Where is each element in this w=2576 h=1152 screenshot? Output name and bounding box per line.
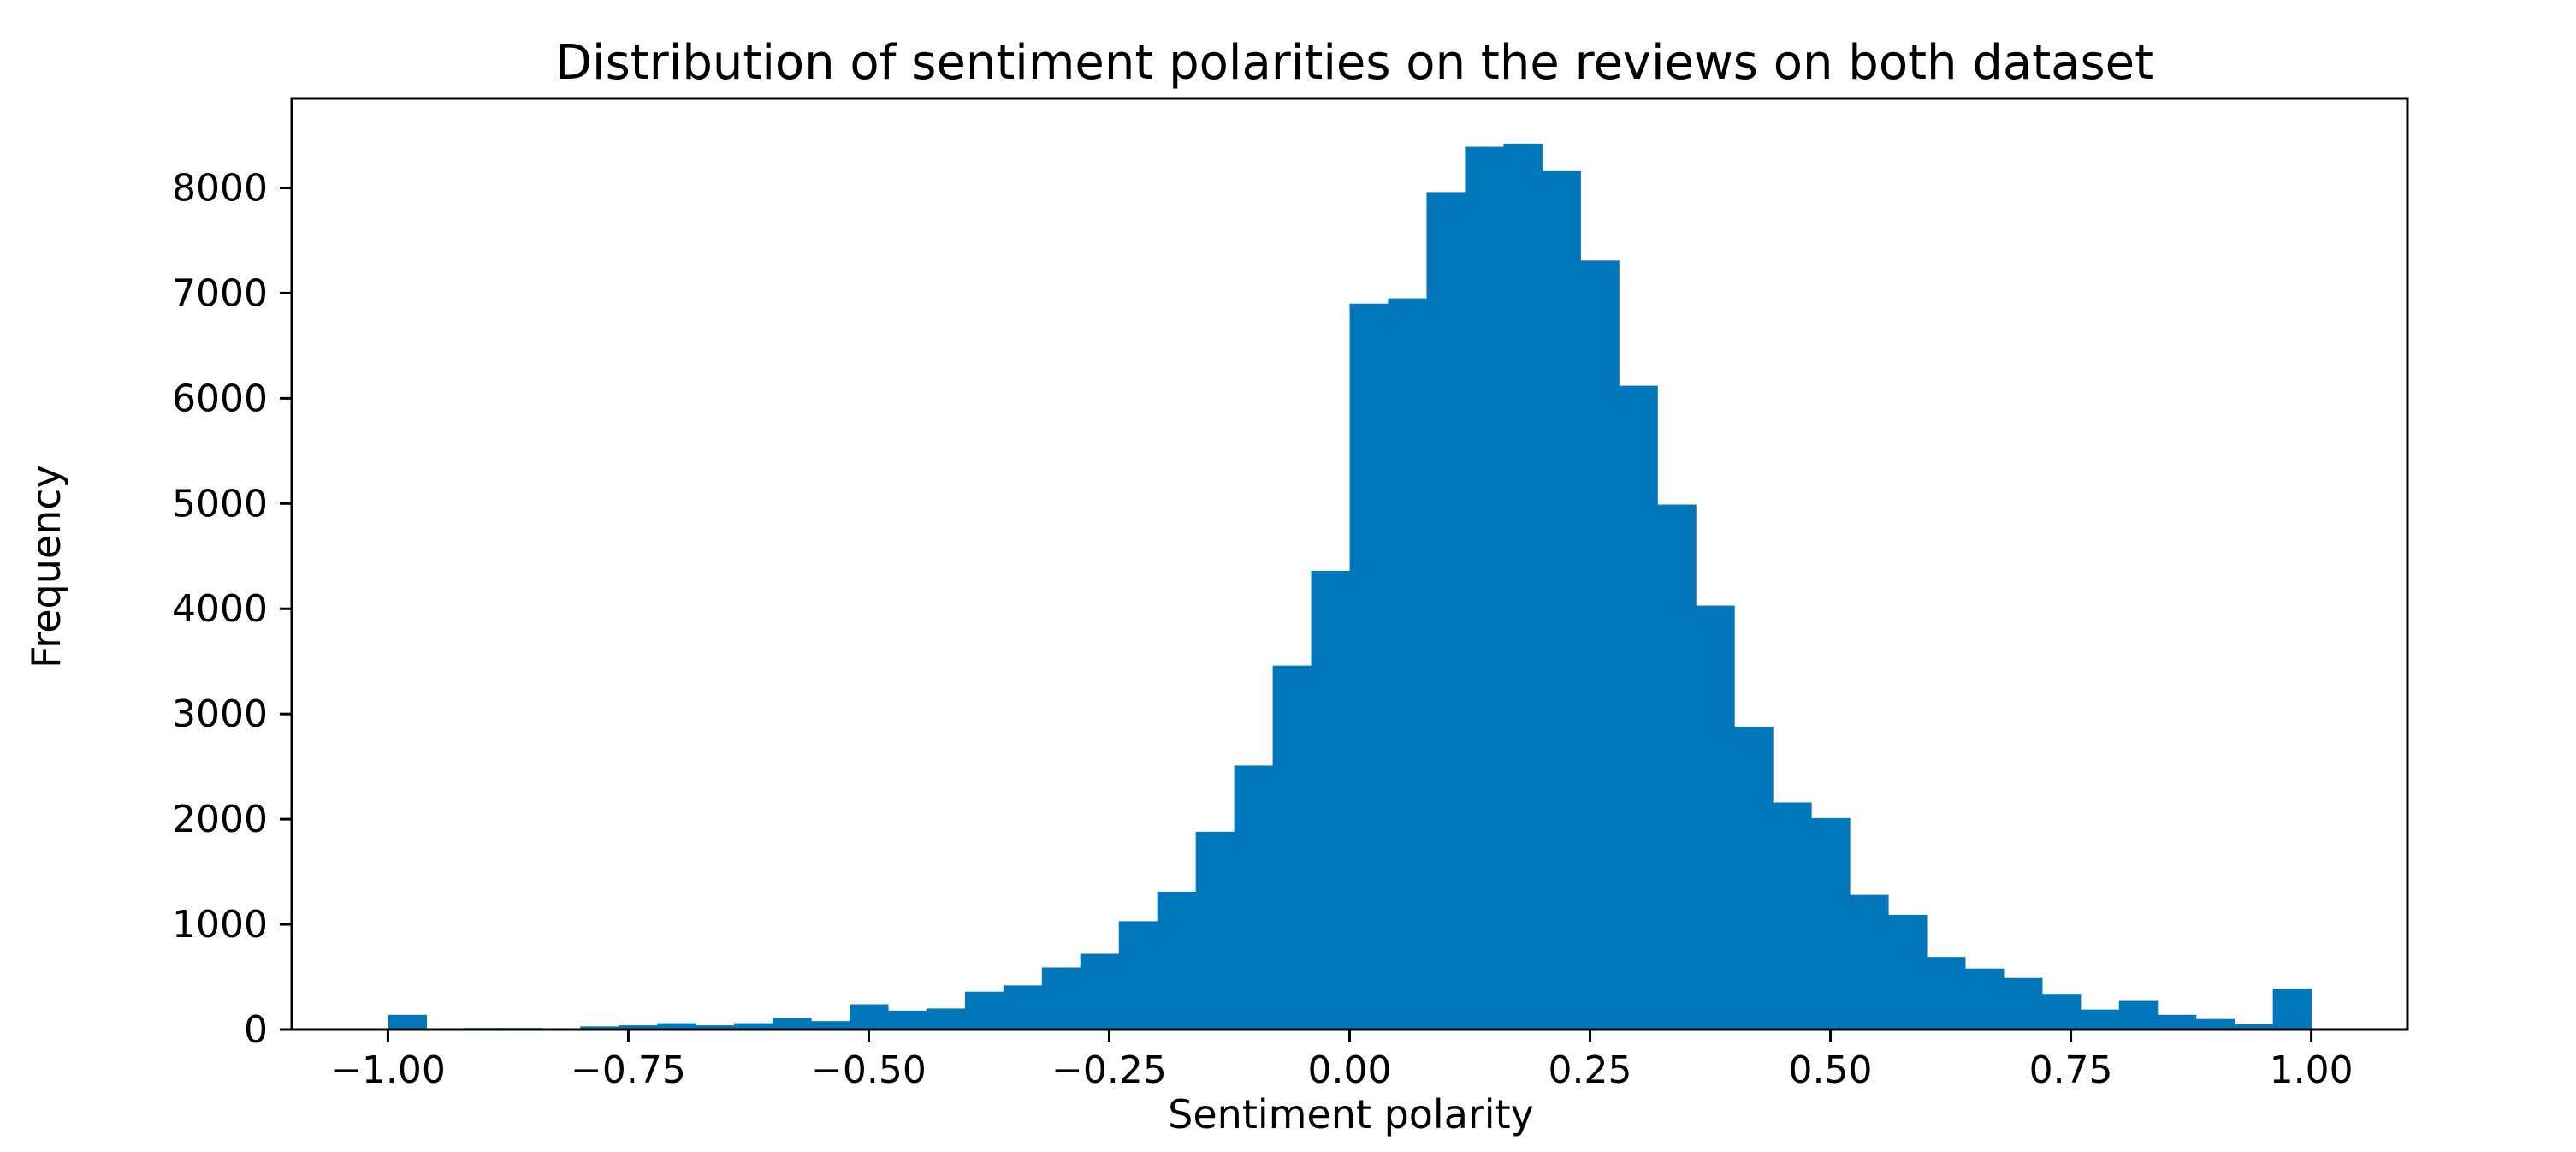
histogram-bar (1542, 170, 1581, 1030)
histogram-bar (849, 1004, 889, 1030)
x-tick-label: −1.00 (330, 1048, 446, 1092)
histogram-bar (1503, 143, 1543, 1030)
histogram-bar (2157, 1014, 2197, 1030)
histogram-bar (1964, 968, 2005, 1030)
histogram-bar (734, 1023, 773, 1030)
chart-title: Distribution of sentiment polarities on … (555, 35, 2153, 91)
histogram-bar (1580, 260, 1620, 1030)
histogram-bar (1272, 665, 1312, 1030)
y-tick-label: 1000 (172, 903, 268, 947)
histogram-bar (1850, 894, 1889, 1030)
histogram-bar (388, 1014, 427, 1030)
y-tick-label: 0 (244, 1008, 268, 1052)
x-tick-label: −0.75 (571, 1048, 686, 1092)
y-ticks: 0 1000 2000 3000 4000 5000 6000 7000 8000 (172, 166, 292, 1052)
histogram-bar (1426, 192, 1466, 1030)
histogram-bar (657, 1023, 696, 1030)
bars (388, 143, 2312, 1030)
histogram-bar (2195, 1018, 2235, 1030)
histogram-bar (2041, 994, 2082, 1030)
histogram-bar (1887, 915, 1928, 1030)
y-tick-label: 8000 (172, 166, 268, 210)
histogram-bar (1118, 921, 1158, 1030)
y-tick-label: 4000 (172, 587, 268, 631)
histogram-bar (773, 1018, 812, 1030)
histogram-bar (1349, 303, 1389, 1030)
histogram-bar (2118, 1000, 2159, 1030)
histogram-bar (1657, 504, 1697, 1030)
histogram-bar (1003, 985, 1043, 1030)
histogram-bar (887, 1010, 927, 1030)
y-tick-label: 3000 (172, 692, 268, 736)
histogram-bar (696, 1025, 735, 1030)
histogram-bar (1811, 817, 1851, 1030)
histogram-bar (1926, 957, 1966, 1030)
histogram-bar (926, 1008, 966, 1030)
histogram-bar (1734, 726, 1774, 1030)
histogram-bar (2080, 1009, 2120, 1030)
x-tick-label: 0.00 (1308, 1048, 1392, 1092)
x-ticks: −1.00 −0.75 −0.50 −0.25 0.00 0.25 0.50 0.75 1.00 (330, 1030, 2354, 1092)
x-axis-label: Sentiment polarity (1168, 1091, 1534, 1137)
y-axis-label: Frequency (23, 465, 69, 668)
x-tick-label: 1.00 (2270, 1048, 2354, 1092)
histogram-bar (811, 1021, 850, 1030)
histogram-bar (1465, 146, 1504, 1030)
y-tick-label: 7000 (172, 271, 268, 315)
x-tick-label: 0.50 (1789, 1048, 1873, 1092)
histogram-bar (1311, 570, 1351, 1030)
histogram-bar (1234, 765, 1274, 1030)
histogram-bar (1773, 802, 1812, 1030)
plot-area-frame (290, 97, 2409, 1031)
y-tick-label: 6000 (172, 377, 268, 420)
histogram-bar (964, 991, 1004, 1030)
x-tick-label: 0.25 (1549, 1048, 1632, 1092)
histogram-bar (1195, 831, 1235, 1030)
histogram-bar (2003, 977, 2043, 1030)
y-tick-label: 5000 (172, 482, 268, 526)
histogram-bar (619, 1025, 658, 1030)
histogram-bar (2234, 1024, 2274, 1030)
histogram-bar (1157, 891, 1197, 1030)
x-tick-label: 0.75 (2029, 1048, 2113, 1092)
histogram-bar (1041, 967, 1081, 1030)
histogram-bar (1696, 605, 1735, 1030)
histogram-bar (1388, 298, 1428, 1030)
x-tick-label: −0.50 (811, 1048, 927, 1092)
histogram-bar (2272, 989, 2312, 1030)
histogram-bar (1619, 385, 1658, 1030)
x-tick-label: −0.25 (1051, 1048, 1167, 1092)
y-tick-label: 2000 (172, 798, 268, 841)
histogram-bar (1080, 953, 1120, 1030)
histogram-bar (580, 1026, 619, 1030)
